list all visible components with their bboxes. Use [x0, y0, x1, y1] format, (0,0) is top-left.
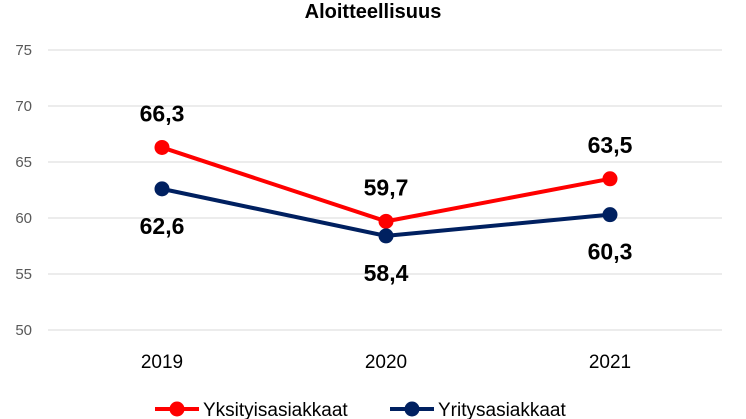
chart-title: Aloitteellisuus	[305, 1, 442, 23]
legend-swatch-marker	[404, 401, 420, 417]
data-point	[378, 213, 394, 229]
y-axis-ticks: 50 55 60 65 70 75	[15, 42, 32, 339]
data-point	[154, 139, 170, 155]
x-axis-ticks: 2019 2020 2021	[141, 352, 631, 373]
data-point	[602, 171, 618, 187]
series-layer	[154, 139, 618, 244]
x-tick-label: 2019	[141, 352, 183, 373]
y-tick-label: 60	[15, 210, 32, 227]
x-tick-label: 2020	[365, 352, 407, 373]
data-point	[602, 207, 618, 223]
y-tick-label: 55	[15, 266, 32, 283]
data-label: 63,5	[588, 132, 633, 158]
y-tick-label: 70	[15, 98, 32, 115]
data-point	[378, 228, 394, 244]
data-label: 60,3	[588, 239, 633, 265]
y-tick-label: 65	[15, 154, 32, 171]
data-label: 66,3	[140, 100, 185, 126]
data-point	[154, 181, 170, 197]
x-tick-label: 2021	[589, 352, 631, 373]
data-label: 59,7	[364, 174, 409, 200]
legend-label: Yritysasiakkaat	[438, 400, 566, 419]
legend-label: Yksityisasiakkaat	[203, 400, 348, 419]
data-label: 58,4	[364, 260, 409, 286]
y-tick-label: 50	[15, 322, 32, 339]
data-label: 62,6	[140, 213, 185, 239]
y-tick-label: 75	[15, 42, 32, 59]
data-labels: 66,3 59,7 63,5 62,6 58,4 60,3	[140, 100, 633, 285]
legend-swatch-marker	[169, 401, 185, 417]
legend: Yksityisasiakkaat Yritysasiakkaat	[155, 400, 566, 419]
